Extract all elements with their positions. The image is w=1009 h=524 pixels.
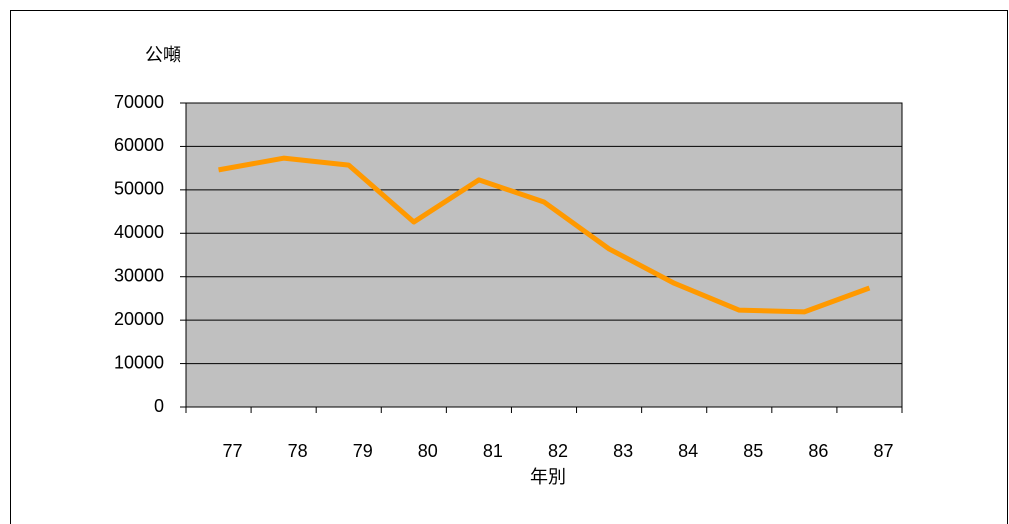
line-series [218, 155, 871, 315]
y-tick-label: 10000 [114, 352, 164, 372]
x-tick-label: 82 [548, 441, 568, 461]
x-tick-label: 81 [483, 441, 503, 461]
x-tick-label: 80 [418, 441, 438, 461]
y-tick-label: 0 [154, 396, 164, 416]
x-tick-label: 85 [743, 441, 763, 461]
x-tick-label: 86 [808, 441, 828, 461]
x-tick-label: 77 [223, 441, 243, 461]
y-axis-label: 公噸 [145, 45, 181, 65]
y-tick-label: 40000 [114, 222, 164, 242]
plot-area [185, 102, 903, 408]
y-tick-label: 30000 [114, 265, 164, 285]
y-tick-label: 60000 [114, 135, 164, 155]
x-tick-label: 79 [353, 441, 373, 461]
x-tick-label: 84 [678, 441, 698, 461]
x-tick-label: 83 [613, 441, 633, 461]
y-tick-label: 20000 [114, 309, 164, 329]
x-tick-label: 78 [288, 441, 308, 461]
y-tick-label: 50000 [114, 179, 164, 199]
y-tick-label: 70000 [114, 92, 164, 112]
x-tick-label: 87 [873, 441, 893, 461]
x-axis-label: 年別 [530, 467, 566, 487]
